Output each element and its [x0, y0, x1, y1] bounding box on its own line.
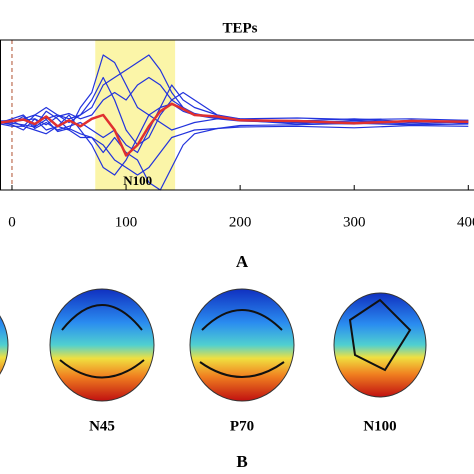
- topomap-label: P70: [230, 418, 254, 434]
- topomap: [49, 288, 155, 402]
- x-tick-label: 0: [8, 214, 16, 230]
- x-tick-label: 400: [457, 214, 474, 230]
- chart-title: TEPs: [222, 20, 257, 36]
- x-tick-label: 300: [343, 214, 366, 230]
- annotation: N100: [123, 173, 152, 188]
- panel-label: A: [236, 252, 249, 271]
- topomaps: [0, 288, 427, 402]
- plot-frame: [0, 39, 474, 191]
- trace: [0, 123, 469, 176]
- x-tick-label: 100: [115, 214, 138, 230]
- panel-label: B: [236, 452, 247, 471]
- x-tick-label: 200: [229, 214, 252, 230]
- topomap: [0, 315, 9, 375]
- highlight-region: [95, 40, 176, 190]
- topomap-label: N45: [89, 418, 115, 434]
- trace: [0, 54, 469, 122]
- topomap-label: N100: [363, 418, 396, 434]
- trace: [0, 118, 469, 191]
- contour: [59, 298, 412, 379]
- trace: [0, 76, 469, 146]
- topomap: [189, 288, 295, 402]
- topomap: [333, 292, 427, 398]
- trace: [0, 102, 469, 157]
